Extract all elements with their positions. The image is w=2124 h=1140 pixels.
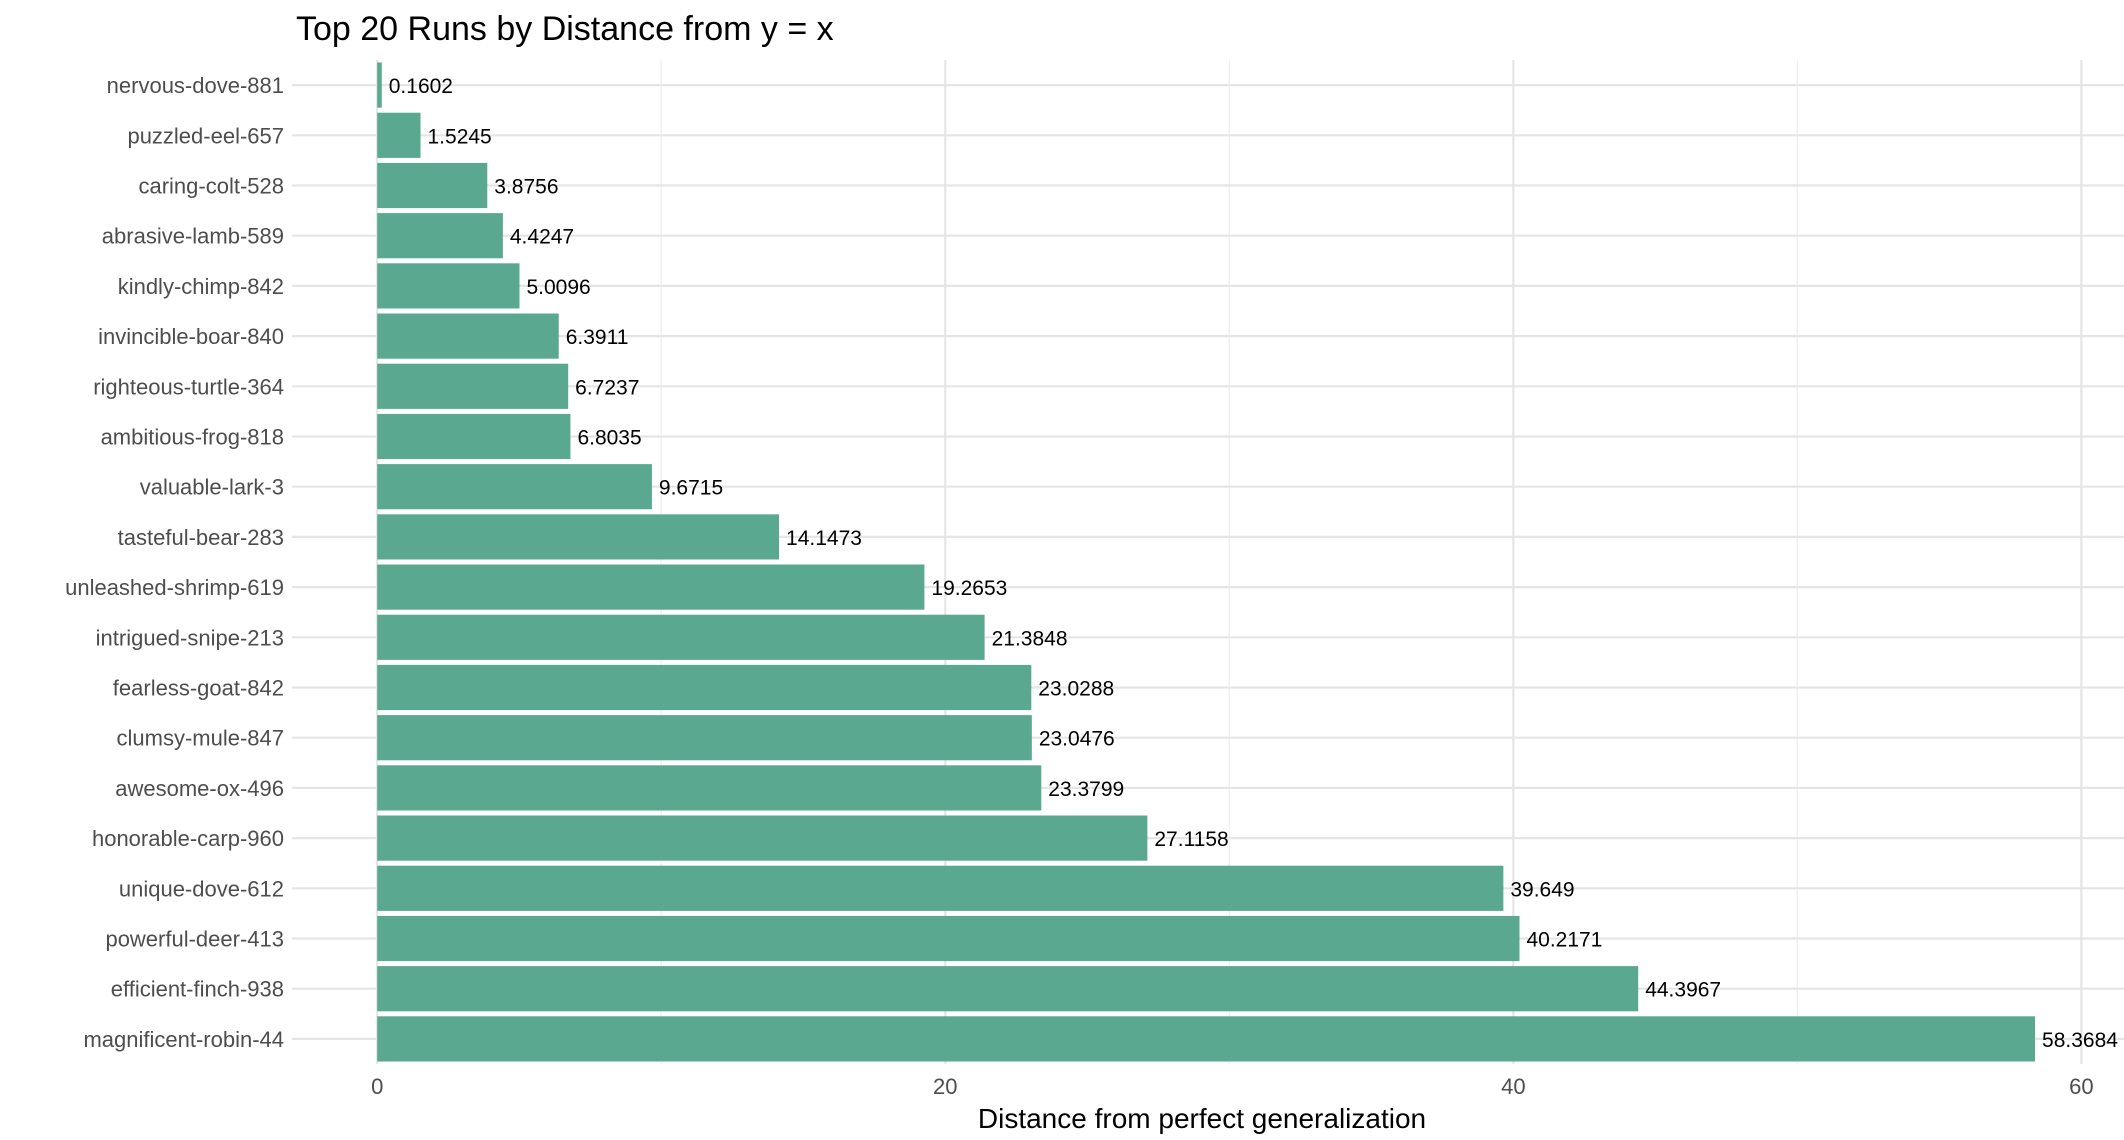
value-label: 23.3799 [1048, 778, 1124, 801]
bar [377, 263, 520, 309]
value-label: 58.3684 [2042, 1029, 2118, 1052]
category-label: unleashed-shrimp-619 [65, 575, 284, 600]
value-label: 6.8035 [577, 427, 641, 450]
category-label: tasteful-bear-283 [118, 525, 284, 550]
bar [377, 765, 1042, 811]
bar [377, 664, 1032, 711]
x-tick-label: 60 [2069, 1074, 2093, 1099]
bar [377, 413, 571, 460]
value-label: 14.1473 [786, 527, 862, 550]
category-label: intrigued-snipe-213 [96, 625, 284, 650]
category-label: clumsy-mule-847 [117, 726, 285, 751]
category-label: kindly-chimp-842 [118, 274, 284, 299]
x-axis-title: Distance from perfect generalization [978, 1103, 1426, 1134]
value-label: 6.7237 [575, 376, 639, 399]
bar [377, 514, 780, 560]
bar [377, 715, 1032, 761]
value-label: 5.0096 [526, 276, 590, 299]
category-label: awesome-ox-496 [115, 776, 284, 801]
category-label: abrasive-lamb-589 [102, 224, 284, 249]
category-label: valuable-lark-3 [140, 475, 284, 500]
category-label: nervous-dove-881 [107, 73, 284, 98]
value-label: 4.4247 [510, 226, 574, 249]
category-label: ambitious-frog-818 [101, 425, 284, 450]
value-label: 9.6715 [659, 477, 723, 500]
category-label: magnificent-robin-44 [83, 1027, 284, 1052]
value-label: 40.2171 [1526, 929, 1602, 952]
x-tick-label: 20 [933, 1074, 957, 1099]
bar [377, 564, 925, 610]
category-label: unique-dove-612 [119, 876, 284, 901]
bar [377, 62, 382, 108]
bar [377, 815, 1148, 861]
x-tick-label: 40 [1501, 1074, 1525, 1099]
bar [377, 213, 503, 259]
category-label: powerful-deer-413 [105, 927, 284, 952]
category-label: caring-colt-528 [138, 174, 284, 199]
value-label: 6.3911 [566, 326, 629, 349]
category-label: honorable-carp-960 [92, 826, 284, 851]
bar [377, 464, 652, 510]
bars [377, 62, 2036, 1062]
value-labels: 0.1602 1.5245 3.8756 4.4247 5.0096 6.3911 6.72… [389, 75, 2119, 1052]
bar [377, 162, 488, 209]
category-label: fearless-goat-842 [113, 676, 284, 701]
bar [377, 614, 985, 660]
value-label: 44.3967 [1645, 979, 1721, 1002]
value-label: 3.8756 [494, 176, 558, 199]
value-label: 39.649 [1510, 878, 1574, 901]
value-label: 19.2653 [931, 577, 1007, 600]
bar [377, 966, 1639, 1012]
value-label: 21.3848 [992, 627, 1068, 650]
x-tick-label: 0 [371, 1074, 383, 1099]
value-label: 23.0288 [1038, 678, 1114, 701]
value-label: 23.0476 [1039, 728, 1115, 751]
category-labels: nervous-dove-881 puzzled-eel-657 caring-co… [65, 73, 284, 1052]
bar [377, 1016, 2036, 1062]
value-label: 27.1158 [1154, 828, 1228, 851]
bar [377, 313, 559, 359]
bar [377, 865, 1504, 911]
value-label: 0.1602 [389, 75, 453, 98]
category-label: efficient-finch-938 [111, 977, 284, 1002]
category-label: righteous-turtle-364 [93, 374, 284, 399]
bar [377, 112, 421, 158]
bar [377, 363, 569, 409]
value-label: 1.5245 [428, 125, 492, 148]
bar [377, 915, 1520, 962]
chart-title: Top 20 Runs by Distance from y = x [296, 10, 834, 48]
grid [292, 60, 2124, 1064]
category-label: invincible-boar-840 [98, 324, 284, 349]
x-axis-ticks: 0 20 40 60 [371, 1074, 2094, 1099]
category-label: puzzled-eel-657 [127, 123, 284, 148]
